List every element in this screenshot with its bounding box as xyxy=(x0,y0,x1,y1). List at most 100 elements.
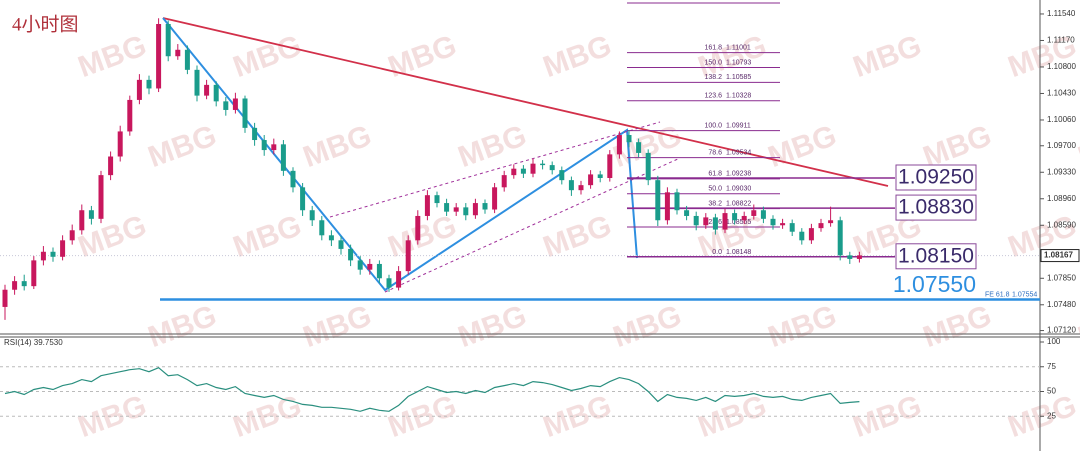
candle-body xyxy=(252,127,258,141)
rsi-line xyxy=(4,367,860,412)
candle-body xyxy=(607,154,613,178)
fib-ratio: 138.2 xyxy=(704,74,722,81)
level-box xyxy=(895,243,977,270)
candle-body xyxy=(501,175,507,188)
y-tick-label: 1.09330 xyxy=(1047,167,1076,176)
candle-body xyxy=(98,175,104,219)
candle-body xyxy=(194,69,200,96)
candle-body xyxy=(261,140,267,151)
candle-body xyxy=(213,84,219,102)
y-tick-label: 1.08590 xyxy=(1047,220,1076,229)
candle-body xyxy=(818,223,824,229)
fib-price: 1.08148 xyxy=(726,249,751,256)
fib-ratio: 123.6 xyxy=(704,93,722,100)
fib-ratio: 38.2 xyxy=(708,200,722,207)
fib-price: 1.08822 xyxy=(726,200,751,207)
fib-ratio: 0.0 xyxy=(712,249,722,256)
candle-body xyxy=(2,289,8,307)
candle-body xyxy=(434,195,440,204)
candle-body xyxy=(741,215,747,221)
fib-ratio: 161.8 xyxy=(704,44,722,51)
candle-body xyxy=(684,210,690,216)
candle-body xyxy=(127,99,133,132)
candle-body xyxy=(415,215,421,241)
candle-body xyxy=(856,255,862,259)
candle-body xyxy=(808,228,814,241)
candle-body xyxy=(348,248,354,261)
candle-body xyxy=(722,213,728,230)
candle-body xyxy=(242,98,248,128)
candle-body xyxy=(204,84,210,96)
candle-body xyxy=(300,187,306,211)
candle-body xyxy=(828,220,834,224)
target-label: 1.07550 xyxy=(893,271,976,297)
watermark: MBG xyxy=(1074,299,1080,354)
y-tick-label: 1.11540 xyxy=(1047,9,1076,18)
candle-body xyxy=(79,210,85,231)
candle-body xyxy=(146,79,152,89)
candle-body xyxy=(559,170,565,181)
candle-body xyxy=(482,203,488,210)
candle-body xyxy=(645,152,651,181)
candle-body xyxy=(732,213,738,221)
candle-body xyxy=(88,210,94,219)
level-label: 1.08150 xyxy=(898,244,974,267)
candle-body xyxy=(175,49,181,57)
candle-body xyxy=(540,163,546,166)
candle-body xyxy=(309,210,315,221)
candle-body xyxy=(60,240,66,257)
fib-price: 1.10328 xyxy=(726,93,751,100)
fib-price: 1.09534 xyxy=(726,149,751,156)
fib-ratio: 61.8 xyxy=(708,171,722,178)
fib-price: 1.10793 xyxy=(726,59,751,66)
candle-body xyxy=(463,207,469,216)
y-tick-label: 100 xyxy=(1047,337,1061,346)
candle-body xyxy=(405,240,411,272)
candle-body xyxy=(367,263,373,270)
candle-body xyxy=(424,195,430,216)
candle-body xyxy=(530,163,536,174)
watermark: MBG xyxy=(1074,119,1080,174)
fib-ratio: 150.0 xyxy=(704,59,722,66)
fib-ratio: 50.0 xyxy=(708,186,722,193)
candle-body xyxy=(338,240,344,249)
y-tick-label: 1.07480 xyxy=(1047,300,1076,309)
last-price-box xyxy=(1040,249,1080,263)
candle-body xyxy=(837,220,843,256)
candle-body xyxy=(12,281,18,290)
candle-body xyxy=(444,203,450,212)
level-box xyxy=(895,164,977,191)
candle-body xyxy=(328,235,334,241)
candle-body xyxy=(780,223,786,226)
candle-body xyxy=(520,168,526,174)
fib-price: 1.09030 xyxy=(726,186,751,193)
chart-title: 4小时图 xyxy=(12,13,79,35)
candle-body xyxy=(712,217,718,230)
y-tick-label: 1.07850 xyxy=(1047,273,1076,282)
candle-body xyxy=(568,180,574,191)
fib-ratio: 78.6 xyxy=(708,149,722,156)
candle-body xyxy=(626,135,632,143)
candle-body xyxy=(472,203,478,216)
y-tick-label: 1.10430 xyxy=(1047,89,1076,98)
candle-body xyxy=(492,187,498,210)
y-tick-label: 1.10060 xyxy=(1047,115,1076,124)
y-tick-label: 1.11170 xyxy=(1047,36,1075,45)
level-box xyxy=(895,194,977,221)
candle-body xyxy=(453,207,459,212)
candle-body xyxy=(616,135,622,155)
fib-price: 1.10585 xyxy=(726,74,751,81)
candle-body xyxy=(789,223,795,232)
fe-label: FE 61.8 xyxy=(985,291,1010,298)
candle-body xyxy=(156,23,162,89)
fib-price: 1.11001 xyxy=(726,44,751,51)
candle-body xyxy=(40,251,46,261)
candle-body xyxy=(799,231,805,241)
candle-body xyxy=(184,49,190,70)
candle-body xyxy=(223,101,229,110)
fib-price: 1.09238 xyxy=(726,171,751,178)
candle-body xyxy=(31,260,37,287)
candle-body xyxy=(357,260,363,270)
fib-price: 1.09911 xyxy=(726,122,751,129)
